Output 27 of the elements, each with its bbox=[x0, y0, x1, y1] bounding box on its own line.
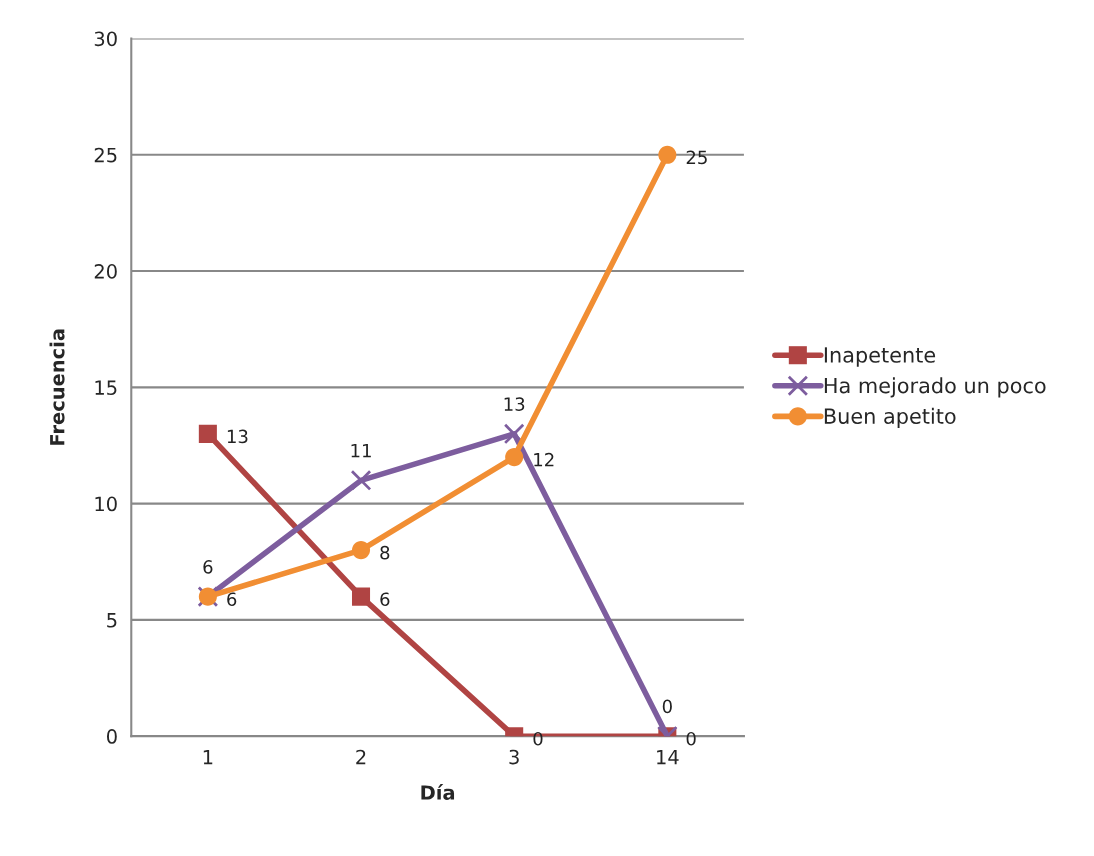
x-tick-label: 1 bbox=[203, 749, 213, 765]
data-label: 12 bbox=[534, 452, 554, 467]
x-tick-label: 3 bbox=[509, 749, 519, 765]
x-axis-title: Día bbox=[421, 784, 455, 800]
data-label: 0 bbox=[662, 699, 672, 714]
data-label: 13 bbox=[504, 397, 525, 411]
data-label: 0 bbox=[686, 731, 696, 746]
y-tick-label: 5 bbox=[107, 613, 117, 628]
data-label: 13 bbox=[227, 429, 248, 444]
x-tick-label: 14 bbox=[657, 749, 679, 765]
y-tick-label: 25 bbox=[94, 147, 117, 163]
legend-label: Buen apetito bbox=[824, 407, 956, 428]
y-tick-label: 0 bbox=[107, 729, 117, 744]
y-tick-label: 15 bbox=[95, 380, 117, 395]
data-label: 6 bbox=[203, 560, 213, 574]
legend-label: Inapetente bbox=[824, 347, 936, 367]
y-tick-label: 10 bbox=[95, 496, 117, 512]
x-tick-label: 2 bbox=[356, 749, 366, 765]
data-label: 6 bbox=[380, 592, 390, 607]
y-tick-label: 30 bbox=[94, 31, 117, 47]
data-label: 11 bbox=[351, 444, 371, 458]
data-label: 25 bbox=[686, 150, 707, 165]
data-label: 8 bbox=[380, 545, 390, 560]
y-tick-label: 20 bbox=[94, 264, 117, 279]
data-label: 6 bbox=[227, 592, 237, 607]
y-axis-title: Frecuencia bbox=[49, 329, 65, 445]
legend-label: Ha mejorado un poco bbox=[824, 377, 1046, 398]
